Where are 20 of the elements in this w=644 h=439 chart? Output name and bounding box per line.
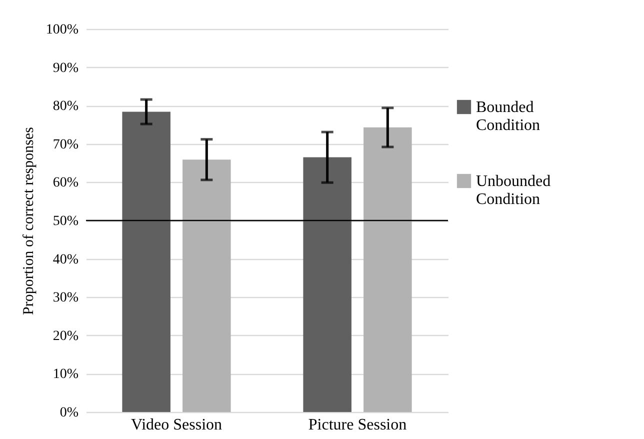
y-tick-label: 80%: [52, 99, 79, 114]
y-tick-label: 30%: [52, 290, 79, 306]
y-tick-label: 100%: [46, 22, 79, 38]
legend-label: Bounded Condition: [476, 99, 540, 134]
y-tick-label: 90%: [52, 60, 79, 76]
y-tick-label: 70%: [52, 137, 79, 152]
y-tick-label: 10%: [52, 367, 79, 382]
y-tick-label: 0%: [60, 406, 79, 420]
x-tick-label: Picture Session: [308, 416, 407, 434]
legend-label: Unbounded Condition: [476, 173, 551, 208]
y-axis-title: Proportion of correct responses: [20, 126, 37, 315]
bar: [303, 157, 352, 412]
y-tick-label: 20%: [52, 328, 79, 344]
y-tick-label: 50%: [52, 214, 79, 229]
bar: [122, 112, 170, 412]
x-tick-label: Video Session: [130, 416, 222, 434]
y-tick-label: 40%: [52, 252, 79, 268]
bar: [182, 160, 231, 412]
y-tick-label: 60%: [52, 176, 79, 191]
bar: [364, 127, 412, 412]
